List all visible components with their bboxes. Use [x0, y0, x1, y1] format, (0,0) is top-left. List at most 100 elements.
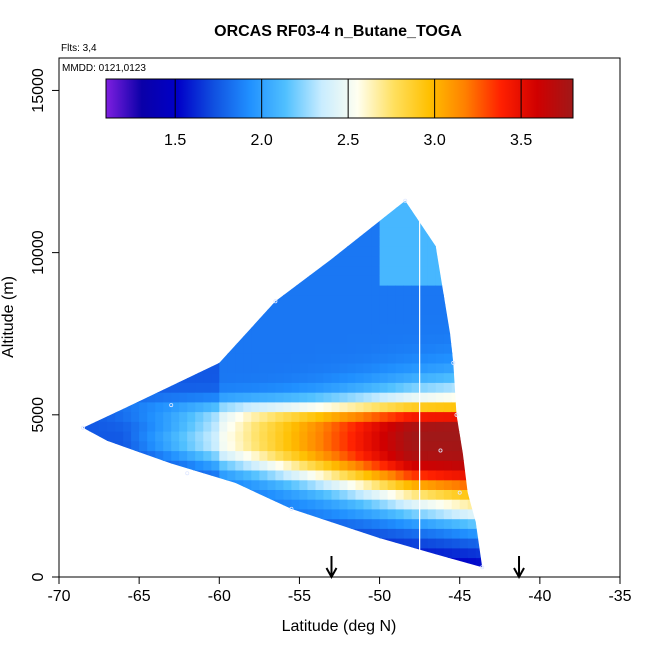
field-cell: [179, 372, 188, 383]
field-cell: [299, 518, 308, 529]
field-cell: [299, 188, 308, 198]
field-cell: [411, 275, 421, 286]
field-cell: [363, 226, 373, 237]
field-cell: [163, 188, 172, 198]
field-cell: [387, 362, 397, 374]
field-cell: [387, 304, 397, 315]
field-cell: [395, 353, 405, 364]
field-cell: [307, 246, 316, 257]
field-cell: [443, 216, 453, 228]
field-cell: [419, 440, 429, 452]
field-cell: [283, 557, 292, 568]
field-cell: [451, 314, 461, 325]
field-cell: [195, 567, 204, 577]
field-cell: [468, 567, 477, 577]
field-cell: [179, 246, 188, 257]
field-cell: [99, 246, 108, 257]
profile-point: [454, 412, 459, 417]
field-cell: [91, 557, 100, 568]
field-cell: [411, 333, 421, 344]
field-cell: [347, 547, 357, 559]
field-cell: [195, 353, 204, 364]
field-cell: [243, 362, 252, 374]
field-cell: [371, 236, 381, 247]
field-cell: [251, 333, 260, 344]
field-cell: [227, 324, 236, 335]
field-cell: [251, 216, 260, 228]
field-cell: [267, 343, 276, 354]
field-cell: [371, 314, 381, 325]
field-cell: [139, 353, 148, 364]
field-cell: [251, 421, 260, 432]
field-cell: [267, 207, 276, 218]
field-cell: [235, 538, 244, 549]
field-cell: [403, 479, 413, 490]
field-cell: [275, 265, 284, 276]
field-cell: [403, 304, 413, 315]
field-cell: [347, 216, 357, 228]
field-cell: [323, 411, 333, 422]
field-cell: [459, 314, 469, 325]
field-cell: [299, 324, 308, 335]
field-cell: [315, 538, 325, 549]
field-cell: [355, 333, 365, 344]
field-cell: [291, 294, 300, 306]
field-cell: [139, 508, 148, 520]
field-cell: [139, 518, 148, 529]
field-cell: [171, 479, 180, 490]
field-cell: [315, 440, 325, 452]
field-cell: [203, 411, 212, 422]
field-cell: [131, 421, 140, 432]
field-cell: [83, 275, 84, 286]
field-cell: [291, 567, 300, 577]
field-cell: [275, 401, 284, 413]
field-cell: [179, 401, 188, 413]
field-cell: [347, 431, 357, 442]
field-cell: [139, 431, 148, 442]
field-cell: [307, 343, 316, 354]
chart-title: ORCAS RF03-4 n_Butane_TOGA: [214, 23, 462, 40]
field-cell: [139, 207, 148, 218]
field-cell: [419, 333, 429, 344]
field-cell: [435, 216, 445, 228]
x-tick-label: -35: [608, 588, 631, 605]
field-cell: [283, 304, 292, 315]
field-cell: [299, 343, 308, 354]
field-cell: [211, 188, 220, 198]
field-cell: [467, 538, 477, 549]
field-cell: [211, 275, 220, 286]
field-cell: [299, 450, 308, 461]
field-cell: [395, 440, 405, 452]
field-cell: [363, 431, 373, 442]
field-cell: [347, 200, 357, 208]
field-cell: [299, 528, 308, 539]
field-cell: [99, 200, 108, 208]
colorbar-tick-label: 3.0: [424, 132, 446, 149]
field-cell: [99, 401, 108, 413]
field-cell: [339, 372, 349, 383]
field-cell: [219, 372, 228, 383]
field-cell: [347, 421, 357, 432]
field-cell: [427, 499, 437, 510]
field-cell: [99, 362, 108, 374]
field-cell: [171, 450, 180, 461]
field-cell: [131, 304, 140, 315]
field-cell: [291, 431, 300, 442]
field-cell: [379, 333, 389, 344]
field-cell: [372, 567, 381, 577]
field-cell: [419, 382, 429, 393]
field-cell: [299, 382, 308, 393]
field-cell: [171, 470, 180, 481]
field-cell: [331, 528, 341, 539]
field-cell: [83, 207, 84, 218]
field-cell: [171, 255, 180, 267]
field-cell: [371, 508, 381, 520]
field-cell: [91, 343, 100, 354]
field-cell: [363, 294, 373, 306]
profile-point: [289, 506, 294, 511]
field-cell: [403, 421, 413, 432]
field-cell: [155, 343, 164, 354]
field-cell: [243, 343, 252, 354]
field-cell: [339, 508, 349, 520]
